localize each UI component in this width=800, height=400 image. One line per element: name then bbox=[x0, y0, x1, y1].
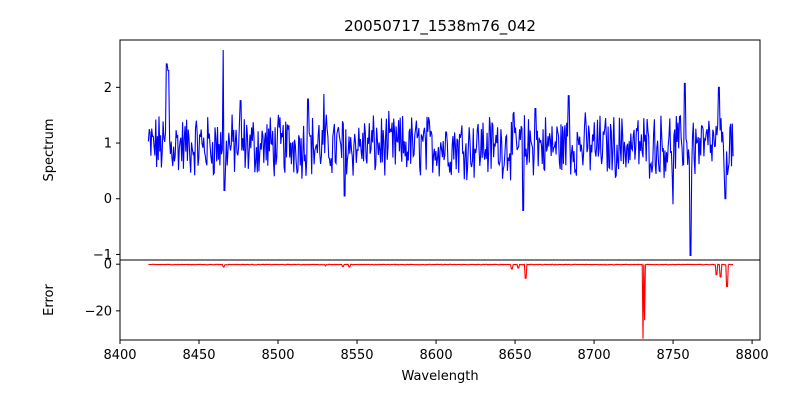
error-y-tick-label: 0 bbox=[104, 258, 112, 273]
spectrum-panel: 20050717_1538m76_042 −1 0 1 2 Spectrum bbox=[42, 17, 761, 263]
error-series-line bbox=[148, 263, 734, 339]
x-tick-label: 8700 bbox=[578, 348, 611, 363]
spectrum-y-tick-label: 2 bbox=[104, 81, 112, 96]
error-axes-frame bbox=[119, 259, 761, 341]
spectrum-y-ticks: −1 0 1 2 bbox=[93, 81, 120, 263]
x-tick-label: 8750 bbox=[657, 348, 690, 363]
error-y-ticks: −20 0 bbox=[85, 258, 120, 319]
spectrum-y-tick-label: −1 bbox=[93, 248, 112, 263]
x-axis-label: Wavelength bbox=[401, 369, 478, 384]
chart-title: 20050717_1538m76_042 bbox=[344, 17, 536, 36]
x-tick-label: 8400 bbox=[103, 348, 136, 363]
error-y-tick-label: −20 bbox=[85, 304, 112, 319]
x-tick-label: 8450 bbox=[182, 348, 215, 363]
error-ylabel: Error bbox=[42, 284, 57, 316]
x-ticks: 8400 8450 8500 8550 8600 8650 8700 8750 8800 bbox=[103, 340, 769, 363]
spectrum-y-tick-label: 0 bbox=[104, 192, 112, 207]
x-tick-label: 8500 bbox=[261, 348, 294, 363]
spectrum-ylabel: Spectrum bbox=[42, 119, 57, 182]
spectrum-y-tick-label: 1 bbox=[104, 137, 112, 152]
x-tick-label: 8550 bbox=[340, 348, 373, 363]
spectrum-series-line bbox=[147, 49, 734, 257]
error-panel: −20 0 8400 8450 8500 8550 8600 8650 8700 8750 880… bbox=[42, 258, 769, 384]
x-tick-label: 8600 bbox=[420, 348, 453, 363]
x-tick-label: 8800 bbox=[736, 348, 769, 363]
x-tick-label: 8650 bbox=[499, 348, 532, 363]
